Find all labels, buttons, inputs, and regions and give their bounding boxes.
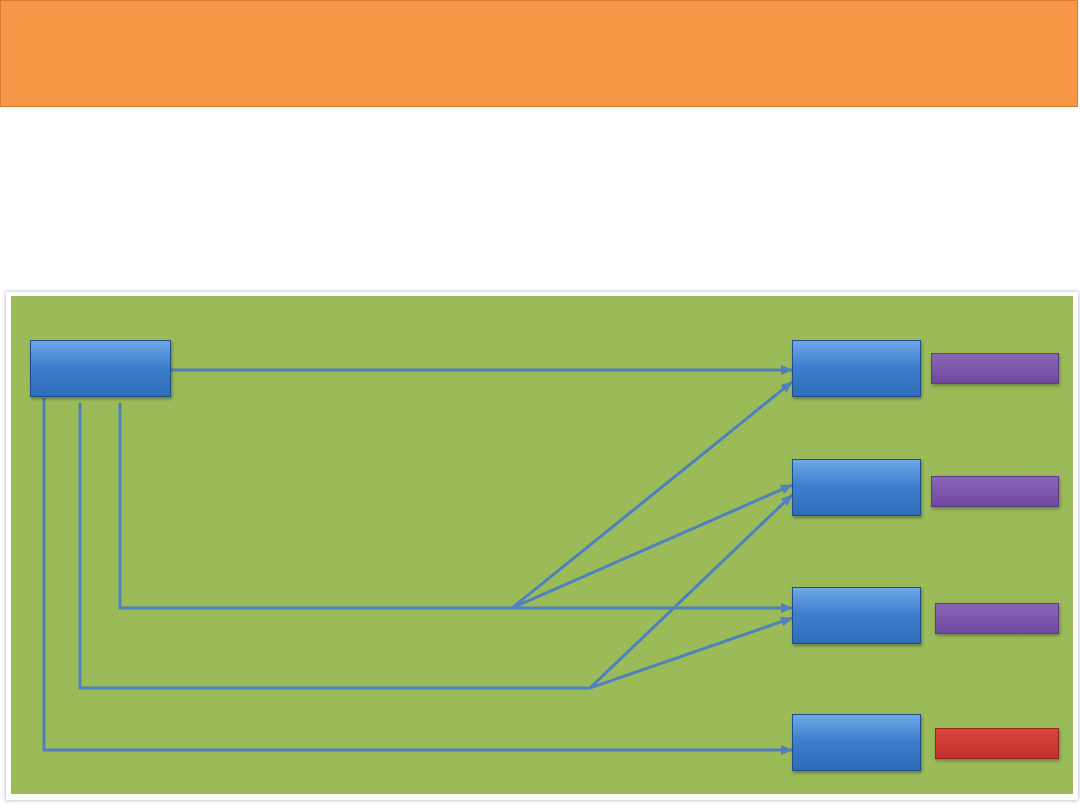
source-node xyxy=(30,340,171,397)
target-tag-2 xyxy=(931,476,1059,507)
target-tag-4 xyxy=(935,728,1059,759)
target-tag-3 xyxy=(935,603,1059,634)
target-node-1 xyxy=(792,340,921,397)
target-node-3 xyxy=(792,587,921,644)
title-banner xyxy=(0,0,1078,107)
target-node-4 xyxy=(792,714,921,771)
target-tag-1 xyxy=(931,353,1059,384)
target-node-2 xyxy=(792,459,921,516)
intro-text xyxy=(40,150,1040,250)
